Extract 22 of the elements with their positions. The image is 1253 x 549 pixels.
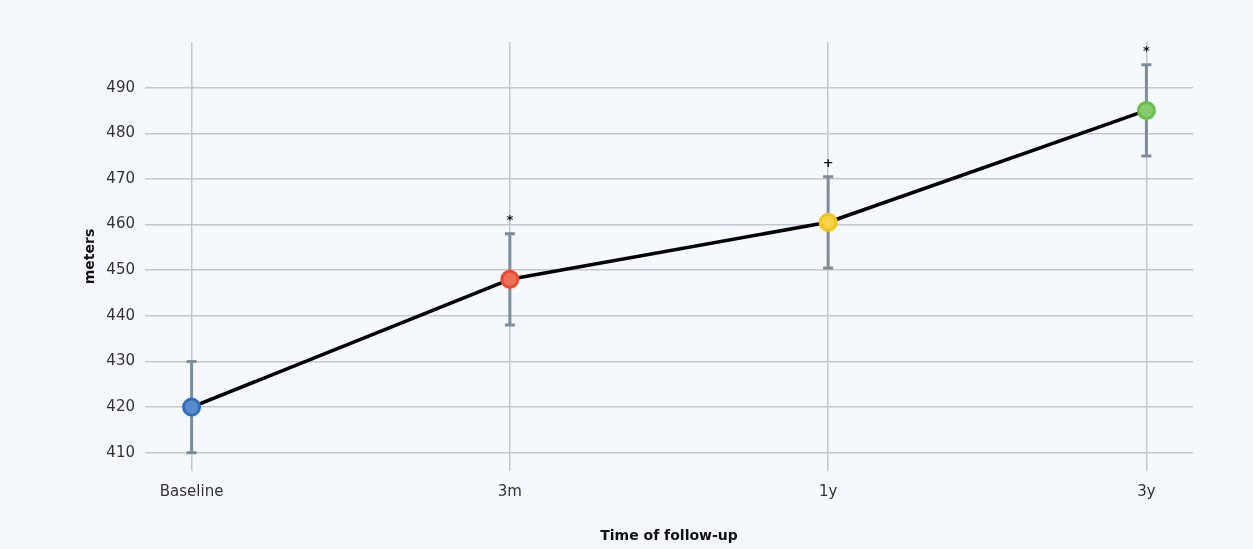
point bbox=[1136, 100, 1156, 120]
x-tick-label: 3m bbox=[497, 481, 522, 500]
y-tick-label: 450 bbox=[106, 260, 135, 279]
annotation: * bbox=[506, 212, 514, 228]
point bbox=[500, 269, 520, 289]
y-axis-title: meters bbox=[81, 228, 98, 285]
y-tick-label: 430 bbox=[106, 351, 135, 370]
point bbox=[182, 397, 202, 417]
y-tick-label: 420 bbox=[106, 397, 135, 415]
y-tick-label: 480 bbox=[106, 123, 135, 142]
x-tick-label: 3y bbox=[1137, 481, 1156, 500]
annotation: + bbox=[822, 155, 834, 171]
y-tick-label: 460 bbox=[106, 214, 135, 233]
y-tick-label: 410 bbox=[106, 442, 135, 461]
y-tick-label: 440 bbox=[106, 305, 135, 324]
point bbox=[818, 212, 838, 232]
y-tick-label: 470 bbox=[106, 168, 135, 187]
x-axis-title: Time of follow-up bbox=[600, 527, 738, 544]
x-tick-label: 1y bbox=[818, 481, 838, 500]
x-tick-label: Baseline bbox=[159, 481, 224, 500]
annotation: * bbox=[1143, 43, 1150, 59]
y-tick-label: 490 bbox=[106, 77, 135, 96]
